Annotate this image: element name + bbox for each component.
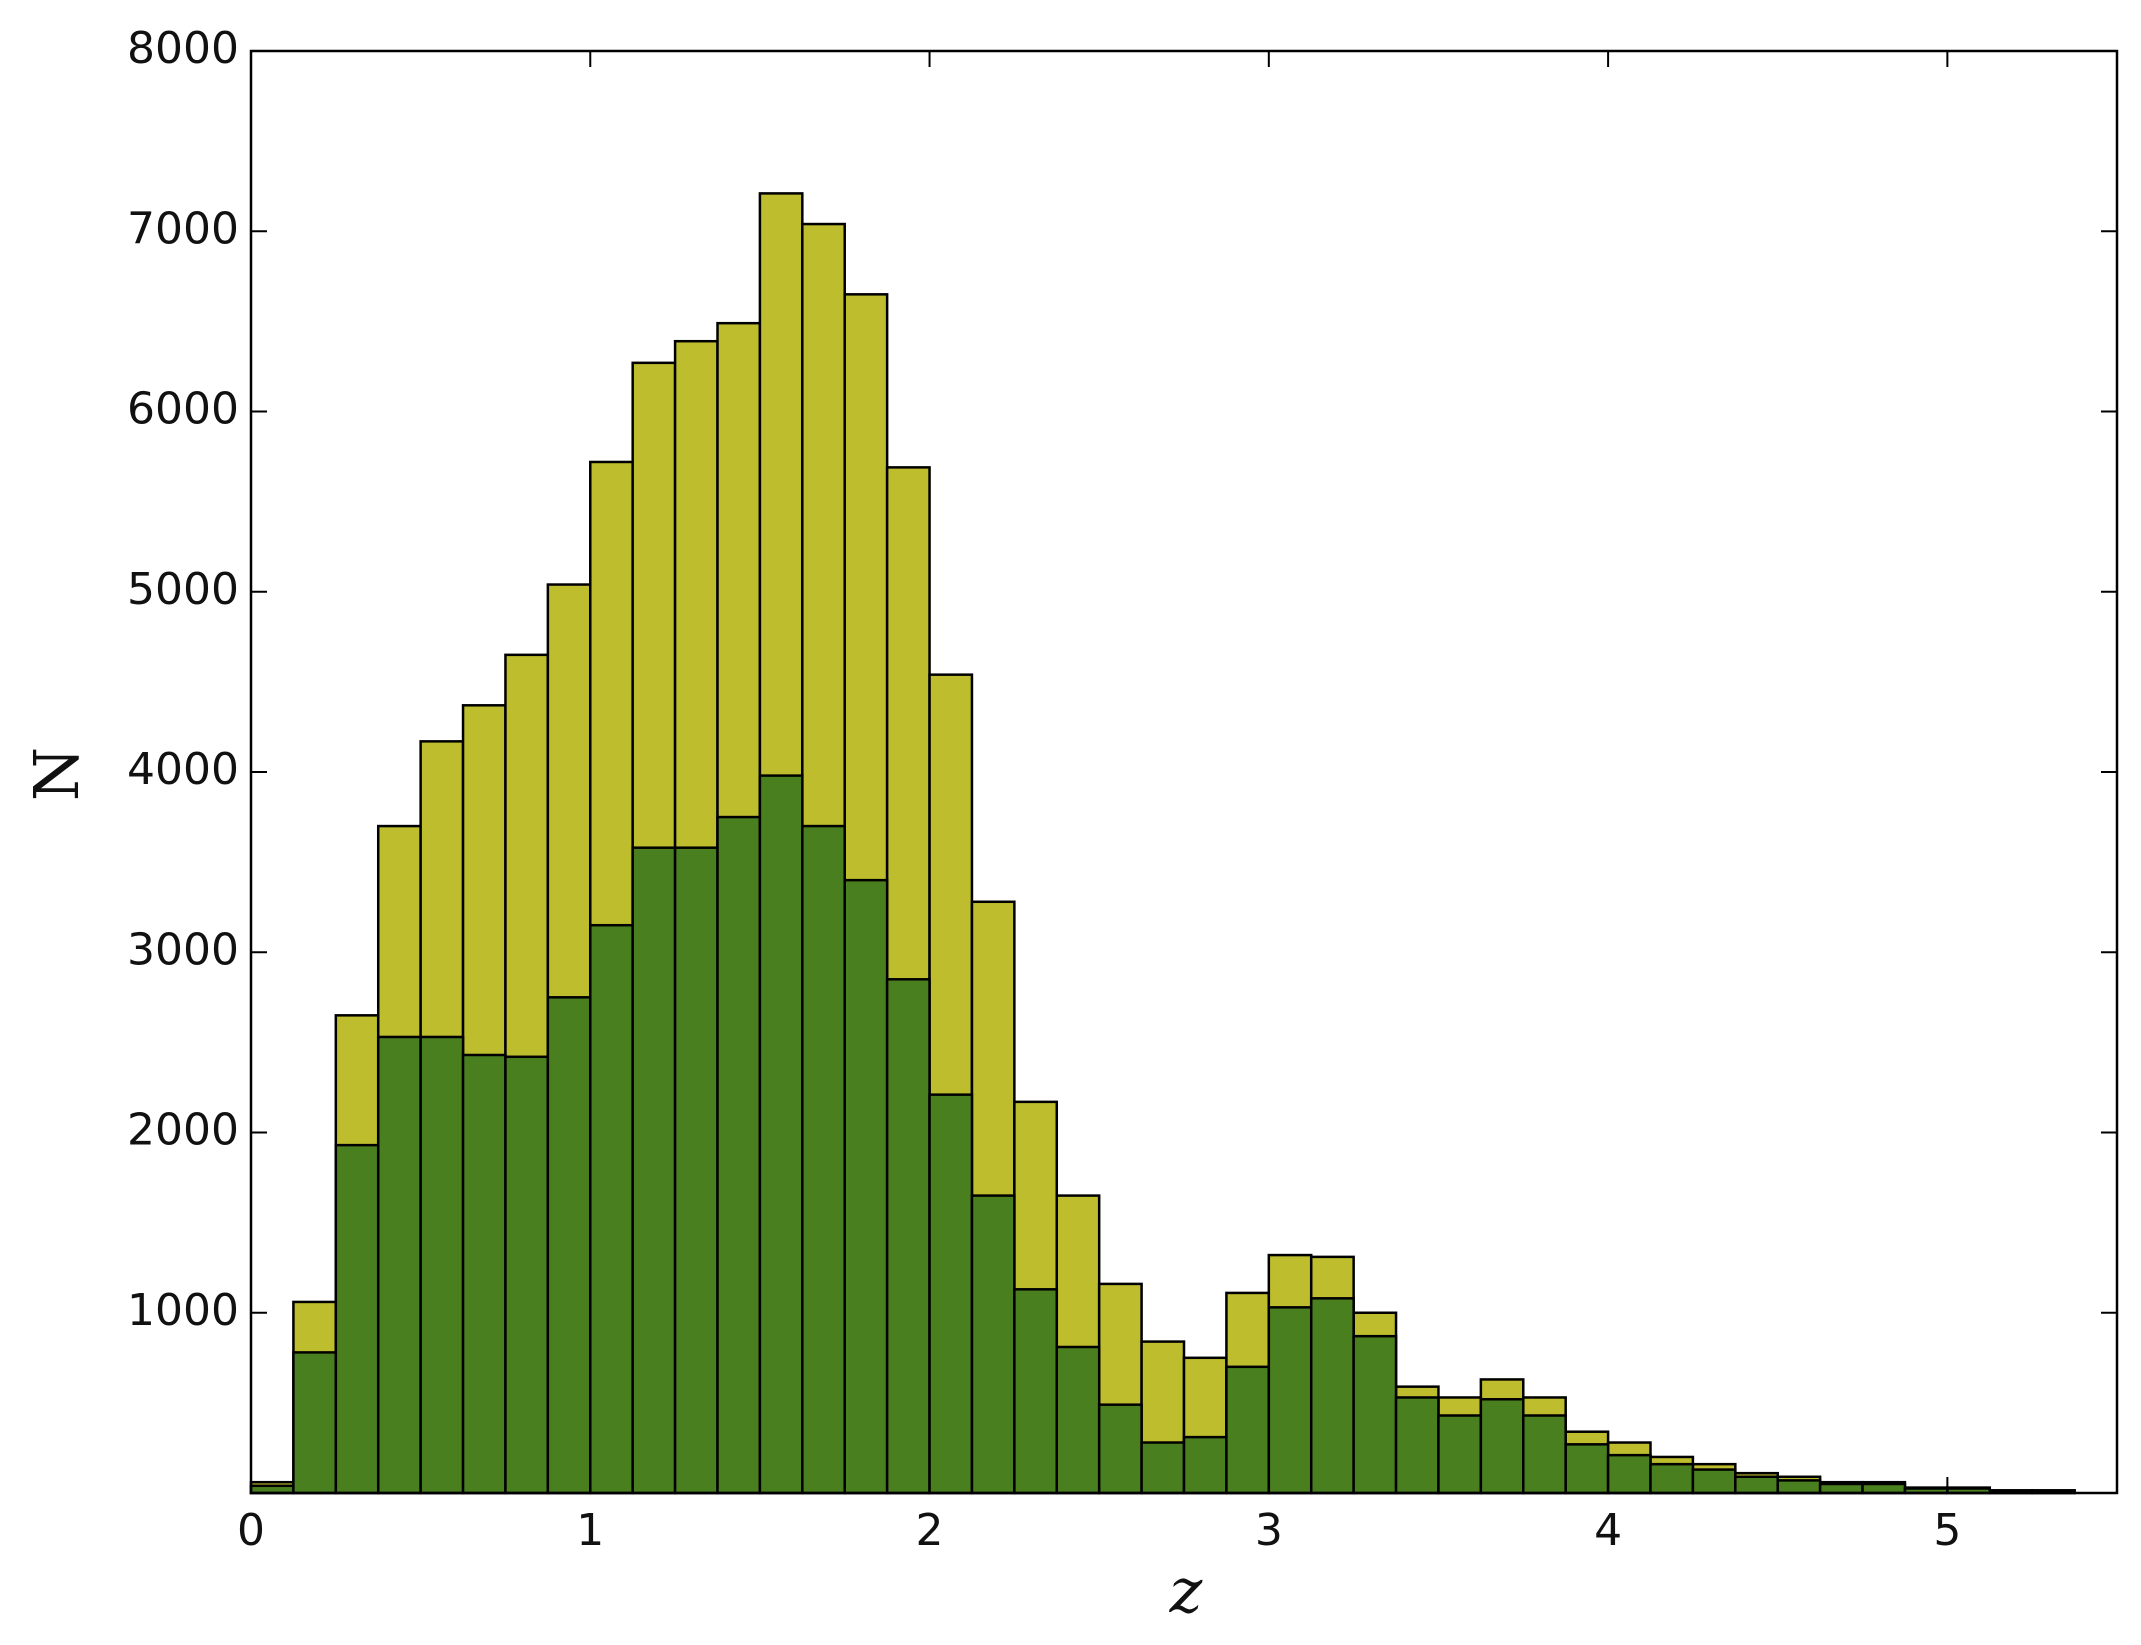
histogram-bar — [1522, 1414, 1567, 1495]
histogram-bar — [1564, 1443, 1610, 1495]
x-axis-label: z — [1169, 1554, 1203, 1627]
histogram-bar — [1776, 1479, 1822, 1495]
histogram-bar — [1861, 1482, 1907, 1495]
histogram-bar — [673, 846, 719, 1495]
histogram-bar — [843, 878, 889, 1495]
histogram-bar — [928, 1093, 974, 1495]
x-tick-label: 3 — [1255, 1505, 1283, 1556]
y-tick-label: 2000 — [127, 1105, 239, 1156]
histogram-bar — [1818, 1482, 1864, 1495]
histogram-bar — [461, 1053, 507, 1495]
histogram-bar — [1479, 1398, 1525, 1495]
histogram-bar — [419, 1035, 465, 1495]
histogram-bar — [504, 1055, 550, 1495]
histogram-bar — [546, 996, 592, 1495]
histogram-bar — [1734, 1475, 1779, 1495]
histogram-bar — [631, 846, 677, 1495]
x-tick-label: 5 — [1933, 1505, 1961, 1556]
histogram-bar — [1394, 1396, 1440, 1495]
histogram-bar — [1649, 1462, 1695, 1495]
y-tick-label: 8000 — [127, 23, 239, 74]
histogram-bar — [758, 774, 804, 1495]
histogram-bar — [801, 824, 846, 1495]
x-tick-label: 1 — [576, 1505, 604, 1556]
histogram-bar — [1225, 1365, 1271, 1495]
x-tick-label: 4 — [1594, 1505, 1622, 1556]
histogram-bar — [1055, 1345, 1101, 1495]
histogram-bar — [589, 923, 634, 1495]
y-axis-label: N — [20, 747, 93, 801]
histogram-bar — [376, 1035, 422, 1495]
y-tick-label: 5000 — [127, 564, 239, 615]
histogram-bar — [1097, 1403, 1143, 1495]
histogram-bar — [1267, 1306, 1313, 1495]
histogram-bar — [1352, 1334, 1398, 1495]
histogram-bar — [716, 815, 762, 1495]
histogram-bar — [970, 1194, 1016, 1495]
y-tick-label: 7000 — [127, 203, 239, 254]
histogram-bar — [885, 978, 931, 1495]
histogram-bar — [1140, 1441, 1186, 1495]
x-tick-label: 0 — [237, 1505, 265, 1556]
histogram-bar — [1691, 1468, 1737, 1495]
histogram-bar — [292, 1351, 338, 1495]
histogram-bar — [1437, 1414, 1483, 1495]
y-tick-label: 3000 — [127, 924, 239, 975]
x-tick-label: 2 — [916, 1505, 944, 1556]
histogram-bar — [1182, 1435, 1228, 1495]
histogram-bar — [334, 1143, 380, 1495]
histogram-bar — [1309, 1297, 1355, 1495]
y-tick-label: 1000 — [127, 1285, 239, 1336]
y-tick-label: 6000 — [127, 384, 239, 435]
histogram-bar — [1606, 1453, 1652, 1495]
histogram-bar — [1013, 1288, 1059, 1495]
y-tick-label: 4000 — [127, 744, 239, 795]
